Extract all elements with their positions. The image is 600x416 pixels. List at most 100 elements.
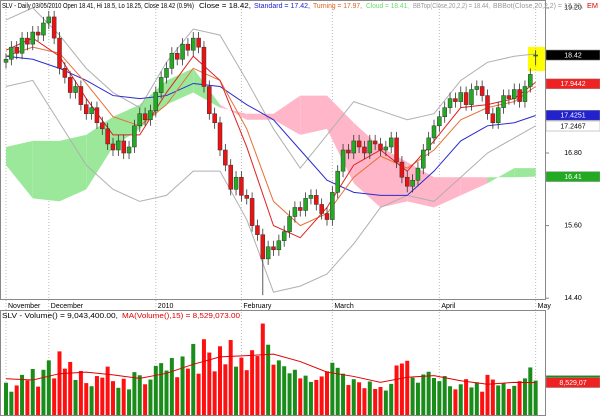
- candle-body: [501, 95, 506, 108]
- volume-bar: [175, 377, 180, 416]
- candle-body: [528, 74, 533, 87]
- legend-entry: BBBot(Close,20,2,2) = 17.25,: [493, 3, 583, 10]
- candle-body: [458, 92, 463, 102]
- candle-body: [185, 43, 191, 51]
- candle-body: [463, 92, 469, 105]
- candle-body: [367, 140, 373, 154]
- candle-body: [110, 143, 116, 151]
- volume-bar: [421, 374, 426, 416]
- cloud-segment: [300, 95, 327, 135]
- volume-bar: [389, 383, 394, 416]
- volume-bar: [330, 362, 335, 416]
- candle-body: [100, 122, 105, 130]
- volume-bar: [319, 376, 324, 416]
- price-frame: [0, 0, 546, 300]
- candle-body: [3, 59, 9, 63]
- volume-bar: [351, 379, 356, 416]
- volume-bar: [303, 375, 308, 416]
- candle-body: [207, 86, 212, 114]
- candle-body: [437, 116, 442, 127]
- legend-entry: Turning = 17.97,: [313, 3, 362, 10]
- volume-bar: [239, 357, 244, 416]
- candle-body: [421, 149, 426, 169]
- candle-body: [62, 68, 68, 78]
- volume-bar: [266, 344, 271, 416]
- volume-bar: [480, 391, 485, 416]
- volume-bar: [255, 356, 260, 416]
- volume-bar: [196, 373, 201, 416]
- y-tick-label: 19.20: [564, 5, 582, 12]
- cloud-segment: [273, 95, 301, 135]
- volume-bar: [143, 384, 148, 416]
- x-tick-label: 2010: [158, 303, 174, 310]
- volume-bar: [292, 369, 297, 416]
- volume-bar: [250, 350, 255, 416]
- candle-body: [57, 37, 62, 69]
- candle-body: [533, 54, 538, 57]
- candle-body: [201, 46, 207, 87]
- volume-bar: [223, 364, 228, 416]
- value-marker: [545, 120, 600, 132]
- x-tick-label: May: [538, 303, 552, 310]
- volume-bar: [298, 378, 303, 416]
- volume-bar: [378, 387, 383, 416]
- candle-body: [9, 46, 14, 60]
- volume-bar: [383, 390, 388, 416]
- labels: November December 2010 February March April Ma…: [2, 3, 600, 388]
- volume-bar: [357, 382, 362, 416]
- legend-entry: Cloud = 18.41,: [366, 3, 409, 10]
- candle-body: [298, 207, 303, 211]
- candle-body: [485, 95, 490, 114]
- candle-body: [469, 89, 474, 105]
- volume-bar: [207, 352, 212, 416]
- value-marker: [545, 78, 600, 90]
- candle-body: [105, 128, 110, 145]
- volume-bar: [474, 382, 479, 416]
- candle-body: [276, 240, 282, 251]
- cloud-segment: [59, 134, 87, 202]
- candle-body: [260, 234, 266, 260]
- candle-body: [255, 225, 260, 235]
- volume-bar: [20, 374, 25, 416]
- volume-bar: [442, 376, 447, 416]
- volume-bar: [410, 377, 415, 416]
- cloud-segment: [113, 104, 140, 147]
- x-tick-label: April: [441, 303, 455, 310]
- cloud-segment: [407, 162, 434, 208]
- value-marker-label: 17.4251: [560, 113, 585, 120]
- volume-bar: [469, 387, 474, 416]
- volume-bar: [341, 373, 346, 416]
- volume-bar: [308, 381, 313, 416]
- volume-ma-line: [5, 353, 536, 385]
- volume-bar: [426, 371, 431, 416]
- volume-bar: [533, 380, 538, 416]
- volume-bar: [496, 385, 501, 416]
- candle-body: [362, 146, 367, 154]
- candle-body: [94, 107, 100, 124]
- candle-body: [415, 167, 421, 181]
- value-marker: [545, 49, 600, 61]
- indicator-line: [5, 46, 536, 227]
- volume-bar: [490, 379, 495, 416]
- volume-bar: [111, 381, 115, 416]
- candle-body: [330, 192, 335, 220]
- value-marker: [545, 171, 600, 182]
- cloud-segment: [327, 95, 354, 184]
- volume-bar: [260, 323, 265, 416]
- volume-bar: [94, 376, 99, 416]
- x-tick-label: November: [8, 303, 41, 310]
- candle-body: [394, 137, 399, 163]
- candle-body: [158, 77, 164, 93]
- x-tick-label: March: [334, 303, 354, 310]
- volume-bar: [30, 369, 35, 416]
- volume-bar: [517, 381, 522, 416]
- volume-bar: [287, 373, 292, 416]
- volume-bar: [191, 343, 196, 416]
- volume-bar: [218, 346, 222, 416]
- value-marker: [545, 109, 600, 121]
- candle-body: [442, 107, 447, 117]
- candle-body: [174, 52, 180, 60]
- volume-bar: [100, 377, 105, 416]
- volume-bar: [244, 370, 249, 416]
- volume-bar: [506, 388, 511, 416]
